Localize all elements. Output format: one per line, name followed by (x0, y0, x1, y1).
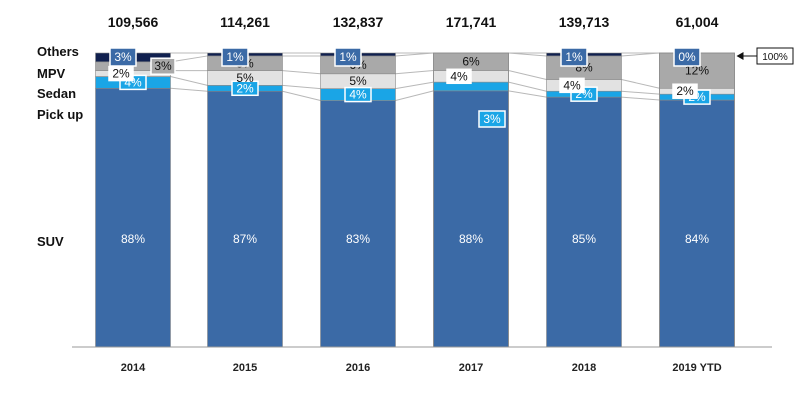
connector-line (395, 90, 434, 101)
category-tick-labels: 2014 2015 2016 2017 2018 2019 YTD (121, 362, 722, 374)
bars (95, 52, 735, 348)
data-label-sedan: 4% (450, 69, 468, 83)
category-label: 2018 (572, 362, 596, 374)
connector-line (170, 55, 208, 63)
total-label: 61,004 (676, 14, 719, 30)
reference-box (756, 47, 794, 65)
connector-line (621, 90, 660, 95)
bar-suv (207, 90, 283, 348)
data-label-box (150, 57, 176, 75)
data-label-suv: 83% (346, 232, 370, 246)
connector-line (282, 70, 321, 75)
data-label-pick-up: 4% (349, 88, 367, 102)
connector-line (621, 78, 660, 89)
series-name-mpv: MPV (37, 66, 66, 81)
data-label-mpv: 3% (154, 59, 172, 73)
connector-line (508, 81, 547, 92)
data-label-box (672, 83, 698, 99)
total-label: 114,261 (220, 14, 270, 30)
total-label: 171,741 (446, 14, 497, 30)
category-label: 2016 (346, 362, 370, 374)
connector-line (508, 90, 547, 98)
data-label-box (559, 77, 585, 94)
data-label-mpv: 12% (685, 64, 709, 78)
data-label-sedan: 5% (349, 74, 367, 88)
data-label-box (109, 47, 137, 67)
data-label-others: 1% (565, 50, 583, 64)
data-label-others: 1% (226, 50, 244, 64)
connector-line (395, 69, 434, 75)
series-name-others: Others (37, 44, 79, 59)
reference-label: 100% (762, 52, 788, 63)
data-labels: 88%4%2%3%3%87%2%5%5%1%83%4%5%6%1%88%3%4%… (108, 47, 711, 246)
data-label-suv: 84% (685, 232, 709, 246)
series-name-suv: SUV (37, 234, 64, 249)
bar-suv (320, 100, 396, 348)
data-label-box (478, 110, 506, 128)
connector-line (170, 76, 208, 86)
data-label-suv: 88% (459, 232, 483, 246)
bar-suv (95, 87, 171, 348)
data-label-box (221, 47, 249, 67)
category-label: 2019 YTD (672, 362, 721, 374)
bar-suv (546, 96, 622, 348)
data-label-others: 3% (114, 50, 132, 64)
total-label: 139,713 (559, 14, 610, 30)
data-label-sedan: 2% (676, 84, 694, 98)
data-label-box (231, 80, 259, 97)
reference-arrow-head (736, 52, 744, 60)
data-label-sedan: 4% (563, 78, 581, 92)
connector-line (395, 81, 434, 90)
data-label-sedan: 2% (112, 67, 130, 81)
connector-line (282, 84, 321, 90)
data-label-suv: 85% (572, 232, 596, 246)
data-label-pick-up: 3% (483, 112, 501, 126)
series-name-pick-up: Pick up (37, 107, 83, 122)
connector-line (621, 96, 660, 101)
category-label: 2015 (233, 362, 257, 374)
connector-line (170, 87, 208, 92)
bar-suv (433, 90, 509, 348)
data-label-pick-up: 2% (236, 81, 254, 95)
category-label: 2017 (459, 362, 483, 374)
data-label-box (560, 47, 588, 67)
series-names: Others MPV Sedan Pick up SUV (37, 44, 83, 249)
category-label: 2014 (121, 362, 146, 374)
data-label-others: 1% (339, 50, 357, 64)
data-label-box (344, 86, 372, 103)
data-label-others: 0% (678, 50, 696, 64)
bar-suv (659, 99, 735, 348)
data-label-suv: 88% (121, 232, 145, 246)
total-label: 132,837 (333, 14, 384, 30)
total-labels: 109,566 114,261 132,837 171,741 139,713 61,00… (108, 14, 719, 30)
data-label-box (673, 47, 701, 67)
data-label-box (446, 68, 472, 85)
connector-line (508, 69, 547, 80)
reference-marker: 100% (736, 47, 794, 65)
data-label-box (334, 47, 362, 67)
series-name-sedan: Sedan (37, 86, 76, 101)
data-label-suv: 87% (233, 232, 257, 246)
connector-lines (170, 52, 660, 102)
data-label-mpv: 6% (462, 55, 480, 69)
connector-line (282, 90, 321, 102)
data-label-sedan: 5% (236, 71, 254, 85)
total-label: 109,566 (108, 14, 159, 30)
